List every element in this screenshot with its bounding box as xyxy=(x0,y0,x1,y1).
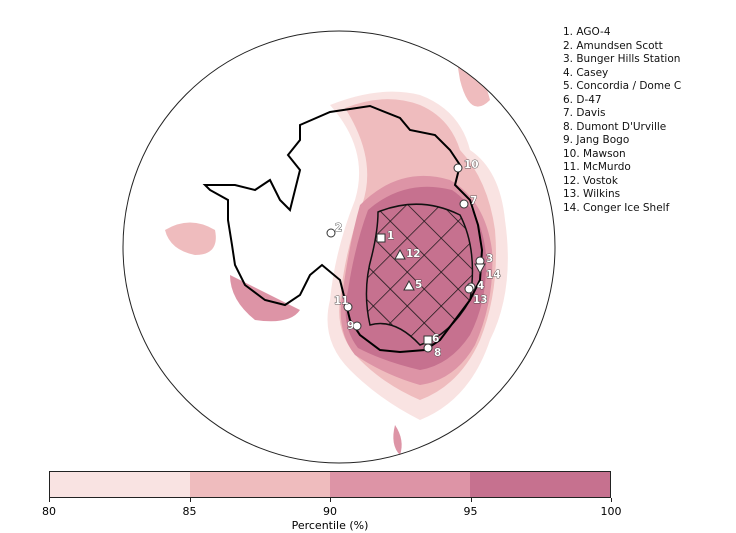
station-label: 14 xyxy=(486,269,501,281)
colorbar-tick-label: 90 xyxy=(323,505,337,518)
station-marker-11 xyxy=(343,302,353,312)
station-marker-12 xyxy=(394,248,406,260)
legend-item: 10. Mawson xyxy=(563,147,626,160)
legend-item: 6. D-47 xyxy=(563,93,602,106)
colorbar-tick-label: 100 xyxy=(600,505,622,518)
legend-item: 11. McMurdo xyxy=(563,161,631,173)
colorbar-tick xyxy=(49,498,50,502)
station-marker-6 xyxy=(423,335,433,345)
colorbar-tick xyxy=(470,498,472,502)
colorbar-segment xyxy=(330,472,470,497)
legend-item: 4. Casey xyxy=(563,66,609,79)
station-label: 5 xyxy=(415,279,422,291)
station-marker-2 xyxy=(326,228,336,238)
colorbar-segment xyxy=(470,472,610,497)
legend-item: 12. Vostok xyxy=(563,174,618,187)
colorbar-tick xyxy=(330,498,331,502)
station-marker-5 xyxy=(403,279,415,291)
station-label: 3 xyxy=(486,253,493,265)
map-boundary xyxy=(122,30,556,464)
station-marker-7 xyxy=(459,199,469,209)
station-marker-8 xyxy=(423,343,433,353)
legend-item: 3. Bunger Hills Station xyxy=(563,53,681,65)
station-label: 6 xyxy=(432,333,439,345)
legend-item: 1. AGO-4 xyxy=(563,26,611,38)
station-label: 1 xyxy=(387,230,394,242)
station-label: 11 xyxy=(334,295,349,307)
colorbar-label: Percentile (%) xyxy=(291,519,369,532)
station-label: 10 xyxy=(464,159,479,171)
legend-item: 13. Wilkins xyxy=(563,188,621,200)
station-label: 7 xyxy=(470,195,477,207)
colorbar xyxy=(49,471,611,498)
percentile-shading xyxy=(165,50,508,455)
colorbar-tick-label: 95 xyxy=(463,505,478,518)
colorbar-segment xyxy=(190,472,330,497)
station-label: 9 xyxy=(347,320,354,332)
station-label: 8 xyxy=(434,347,441,359)
station-marker-14 xyxy=(474,263,486,275)
station-label: 13 xyxy=(473,294,488,306)
colorbar-tick-label: 85 xyxy=(182,505,197,518)
legend-item: 8. Dumont D'Urville xyxy=(563,120,667,133)
station-marker-1 xyxy=(376,233,386,243)
station-label: 4 xyxy=(477,280,484,292)
station-legend: 1. AGO-4 2. Amundsen Scott 3. Bunger Hills… xyxy=(563,26,681,215)
station-marker-13 xyxy=(464,284,474,294)
colorbar-tick xyxy=(189,498,191,502)
station-marker-10 xyxy=(453,163,463,173)
station-label: 2 xyxy=(335,222,342,234)
colorbar-tick xyxy=(611,498,612,502)
legend-item: 5. Concordia / Dome C xyxy=(563,80,682,92)
colorbar-segment xyxy=(50,472,190,497)
legend-item: 2. Amundsen Scott xyxy=(563,39,663,52)
legend-item: 14. Conger Ice Shelf xyxy=(563,201,670,214)
colorbar-tick-label: 80 xyxy=(42,505,56,518)
legend-item: 9. Jang Bogo xyxy=(563,134,630,146)
legend-item: 7. Davis xyxy=(563,107,606,119)
station-label: 12 xyxy=(406,248,421,260)
station-marker-9 xyxy=(352,321,362,331)
